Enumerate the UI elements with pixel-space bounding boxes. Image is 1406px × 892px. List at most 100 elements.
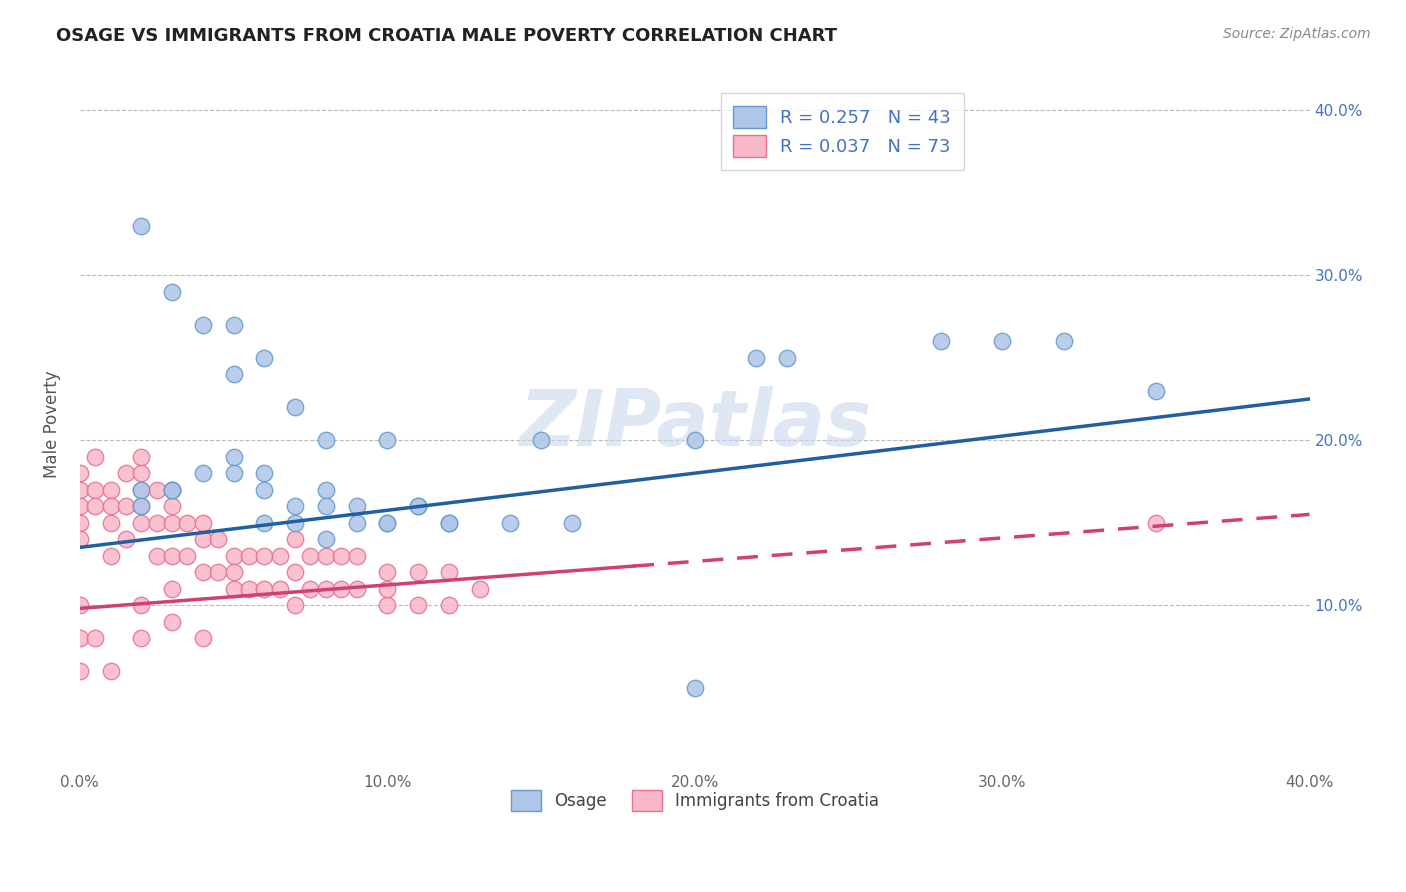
Point: [253, 516, 276, 530]
Point: [253, 549, 276, 563]
Point: [222, 582, 245, 596]
Point: [176, 549, 198, 563]
Point: [238, 549, 260, 563]
Point: [375, 516, 398, 530]
Point: [406, 499, 429, 513]
Point: [346, 582, 368, 596]
Point: [160, 499, 183, 513]
Point: [84, 450, 107, 464]
Point: [100, 549, 122, 563]
Point: [69, 516, 91, 530]
Point: [330, 582, 353, 596]
Point: [131, 483, 153, 497]
Legend: Osage, Immigrants from Croatia: Osage, Immigrants from Croatia: [498, 777, 893, 824]
Point: [160, 582, 183, 596]
Point: [131, 466, 153, 480]
Point: [222, 549, 245, 563]
Point: [530, 434, 553, 448]
Point: [284, 401, 307, 415]
Point: [131, 598, 153, 612]
Point: [176, 516, 198, 530]
Point: [315, 549, 337, 563]
Point: [253, 466, 276, 480]
Point: [191, 318, 214, 332]
Point: [269, 582, 291, 596]
Point: [315, 483, 337, 497]
Point: [253, 483, 276, 497]
Point: [375, 565, 398, 579]
Point: [69, 483, 91, 497]
Point: [115, 499, 138, 513]
Point: [375, 516, 398, 530]
Point: [406, 598, 429, 612]
Point: [160, 615, 183, 629]
Point: [145, 549, 167, 563]
Point: [437, 598, 460, 612]
Point: [406, 565, 429, 579]
Text: OSAGE VS IMMIGRANTS FROM CROATIA MALE POVERTY CORRELATION CHART: OSAGE VS IMMIGRANTS FROM CROATIA MALE PO…: [56, 27, 837, 45]
Point: [191, 631, 214, 645]
Point: [991, 334, 1014, 349]
Point: [1052, 334, 1074, 349]
Point: [160, 549, 183, 563]
Point: [346, 516, 368, 530]
Point: [284, 565, 307, 579]
Point: [238, 582, 260, 596]
Point: [145, 516, 167, 530]
Point: [561, 516, 583, 530]
Point: [222, 368, 245, 382]
Point: [100, 499, 122, 513]
Point: [207, 532, 229, 546]
Point: [375, 598, 398, 612]
Point: [222, 450, 245, 464]
Y-axis label: Male Poverty: Male Poverty: [44, 370, 60, 477]
Point: [160, 516, 183, 530]
Point: [131, 499, 153, 513]
Point: [131, 499, 153, 513]
Point: [284, 532, 307, 546]
Point: [284, 516, 307, 530]
Point: [683, 434, 706, 448]
Point: [375, 434, 398, 448]
Point: [131, 450, 153, 464]
Point: [253, 582, 276, 596]
Point: [191, 565, 214, 579]
Point: [929, 334, 952, 349]
Point: [207, 565, 229, 579]
Point: [131, 516, 153, 530]
Point: [284, 499, 307, 513]
Point: [745, 351, 768, 365]
Text: ZIPatlas: ZIPatlas: [519, 385, 870, 462]
Point: [160, 483, 183, 497]
Point: [84, 499, 107, 513]
Point: [437, 565, 460, 579]
Point: [315, 532, 337, 546]
Point: [683, 681, 706, 695]
Point: [284, 598, 307, 612]
Point: [315, 434, 337, 448]
Point: [160, 285, 183, 299]
Point: [191, 532, 214, 546]
Point: [115, 532, 138, 546]
Point: [222, 318, 245, 332]
Point: [69, 631, 91, 645]
Point: [346, 499, 368, 513]
Text: Source: ZipAtlas.com: Source: ZipAtlas.com: [1223, 27, 1371, 41]
Point: [131, 483, 153, 497]
Point: [222, 565, 245, 579]
Point: [115, 466, 138, 480]
Point: [330, 549, 353, 563]
Point: [160, 483, 183, 497]
Point: [375, 582, 398, 596]
Point: [1144, 516, 1167, 530]
Point: [299, 549, 322, 563]
Point: [437, 516, 460, 530]
Point: [346, 549, 368, 563]
Point: [299, 582, 322, 596]
Point: [1144, 384, 1167, 398]
Point: [269, 549, 291, 563]
Point: [315, 582, 337, 596]
Point: [437, 516, 460, 530]
Point: [69, 598, 91, 612]
Point: [253, 351, 276, 365]
